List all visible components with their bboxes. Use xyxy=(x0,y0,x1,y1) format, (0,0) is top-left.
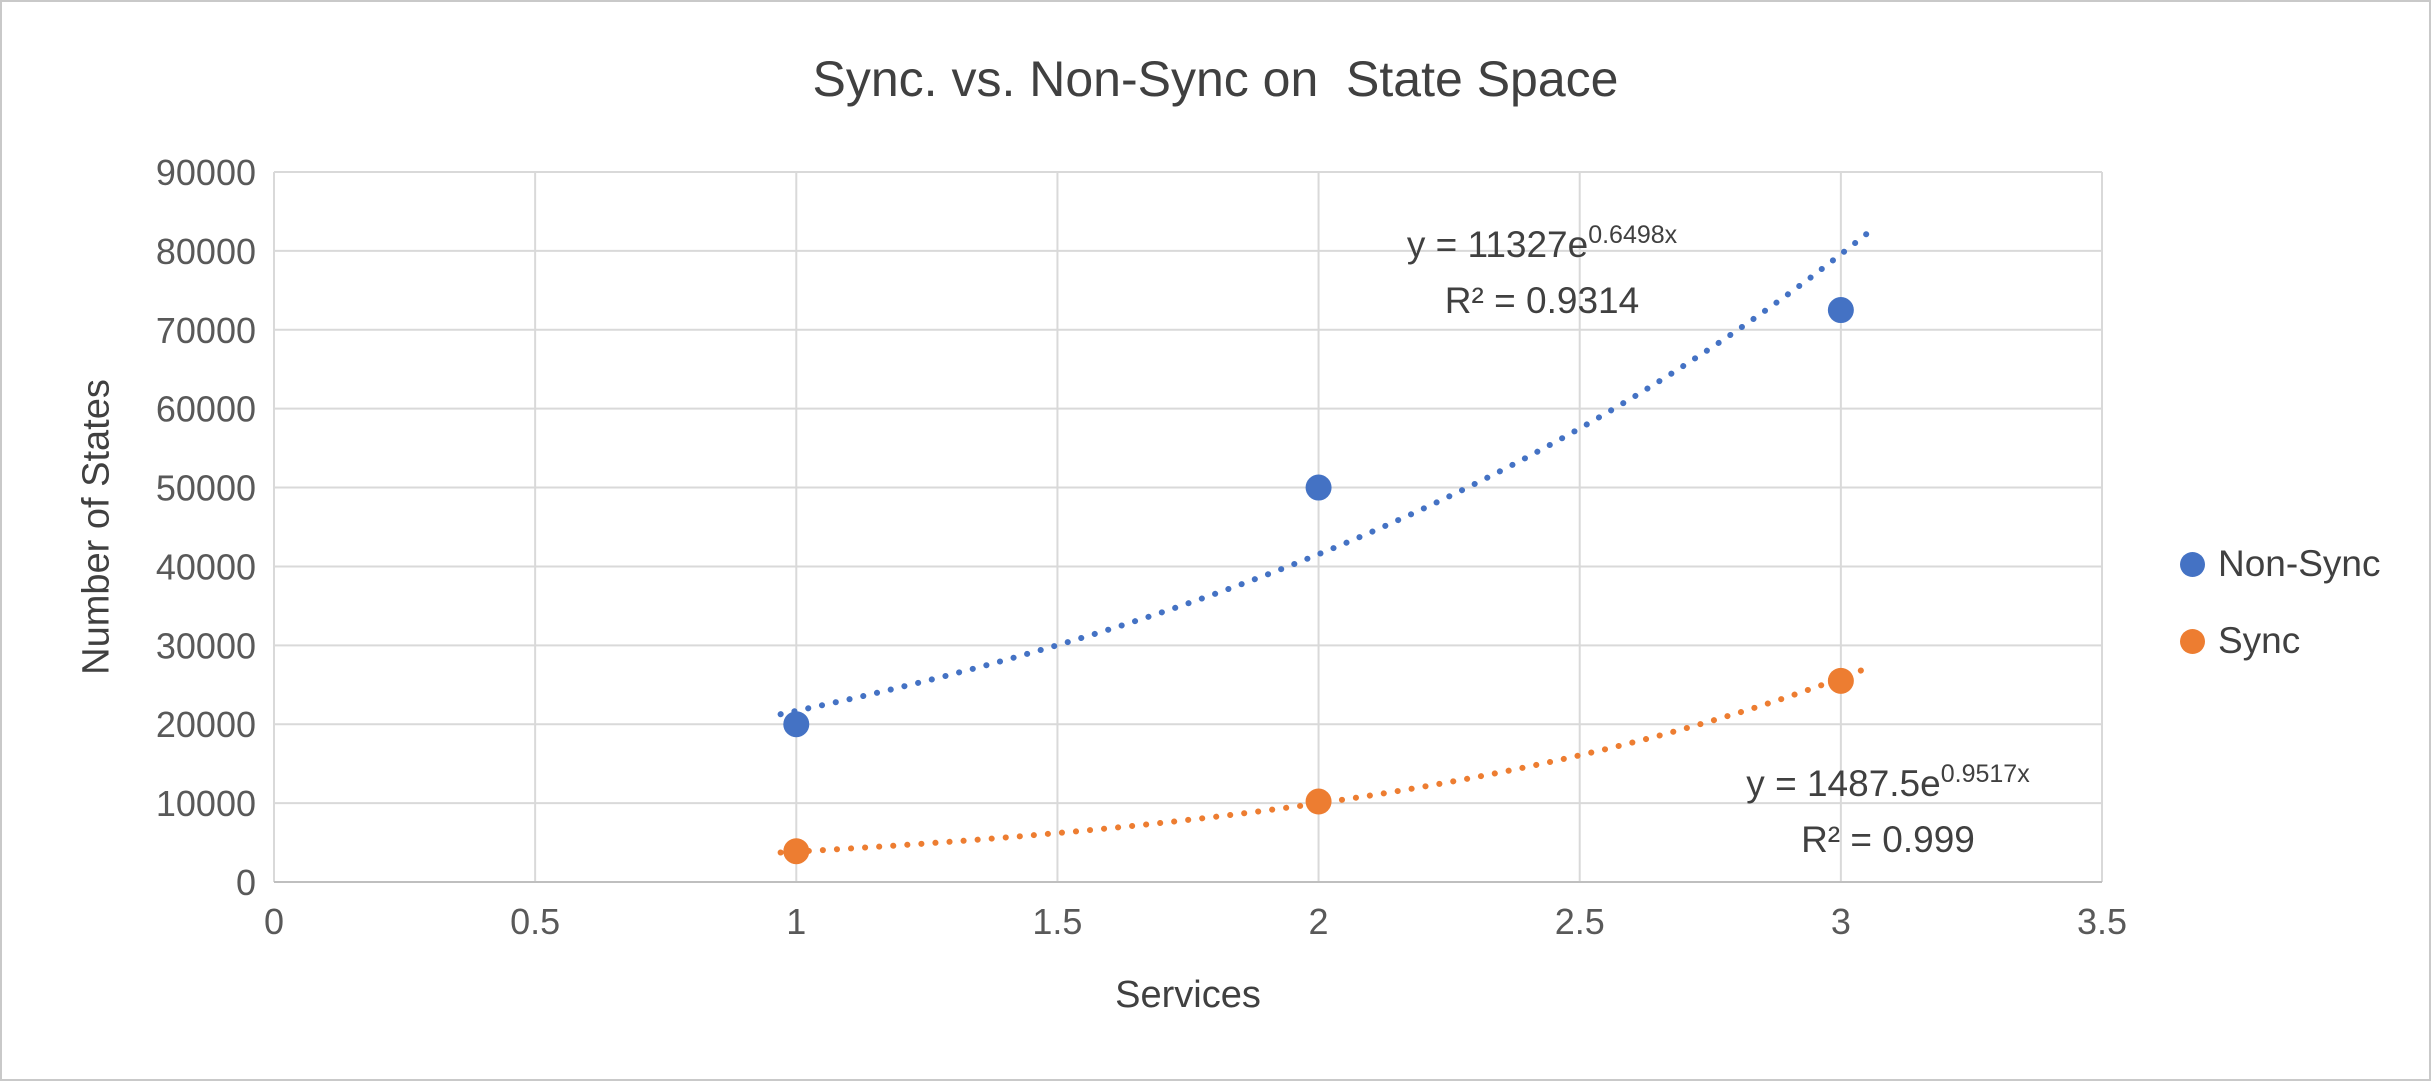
equation-line-non-sync: y = 11327e0.6498x xyxy=(1406,221,1678,265)
legend-marker-non-sync xyxy=(2180,551,2205,577)
y-axis-title: Number of States xyxy=(75,379,118,675)
trendline-sync xyxy=(777,665,1870,856)
r-squared-sync: R² = 0.999 xyxy=(1801,819,1975,860)
x-tick-label: 2.5 xyxy=(1555,901,1605,942)
r-squared-non-sync: R² = 0.9314 xyxy=(1444,280,1640,321)
data-point-non-sync xyxy=(1827,297,1854,324)
y-tick-label: 20000 xyxy=(156,704,256,745)
equation-exponent-sync: 0.9517x xyxy=(1940,760,2030,788)
data-point-sync xyxy=(1827,667,1854,694)
y-tick-label: 0 xyxy=(236,862,256,903)
y-tick-label: 70000 xyxy=(156,310,256,351)
trendline-equation-non-sync: y = 11327e0.6498x R² = 0.9314 xyxy=(1407,207,1677,329)
y-tick-label: 40000 xyxy=(156,546,256,587)
data-point-non-sync xyxy=(783,711,810,738)
y-tick-label: 90000 xyxy=(156,152,256,193)
y-tick-label: 80000 xyxy=(156,231,256,272)
y-tick-label: 60000 xyxy=(156,389,256,430)
x-tick-label: 1 xyxy=(786,901,806,942)
trendline-non-sync xyxy=(777,230,1870,718)
legend-label-sync: Sync xyxy=(2218,620,2301,661)
x-tick-label: 2 xyxy=(1309,901,1329,942)
x-tick-label: 3 xyxy=(1831,901,1851,942)
x-tick-label: 1.5 xyxy=(1032,901,1082,942)
chart-title: Sync. vs. Non-Sync on State Space xyxy=(812,51,1619,107)
x-tick-label: 3.5 xyxy=(2077,901,2127,942)
equation-line-sync: y = 1487.5e0.9517x xyxy=(1746,760,2030,804)
y-tick-label: 50000 xyxy=(156,468,256,509)
x-axis-title: Services xyxy=(1115,974,1261,1016)
legend-item-sync: Sync xyxy=(2180,620,2380,662)
y-tick-label: 30000 xyxy=(156,625,256,666)
equation-exponent-non-sync: 0.6498x xyxy=(1588,221,1678,249)
x-tick-label: 0.5 xyxy=(510,901,560,942)
y-tick-label: 10000 xyxy=(156,783,256,824)
data-point-sync xyxy=(783,838,810,865)
data-point-non-sync xyxy=(1305,474,1332,501)
data-point-sync xyxy=(1305,788,1332,815)
legend-item-non-sync: Non-Sync xyxy=(2180,543,2380,585)
legend: Non-Sync Sync xyxy=(2180,543,2380,697)
trendline-equation-sync: y = 1487.5e0.9517x R² = 0.999 xyxy=(1746,746,2029,868)
legend-marker-sync xyxy=(2180,628,2205,654)
legend-label-non-sync: Non-Sync xyxy=(2218,543,2381,584)
x-tick-label: 0 xyxy=(264,901,284,942)
